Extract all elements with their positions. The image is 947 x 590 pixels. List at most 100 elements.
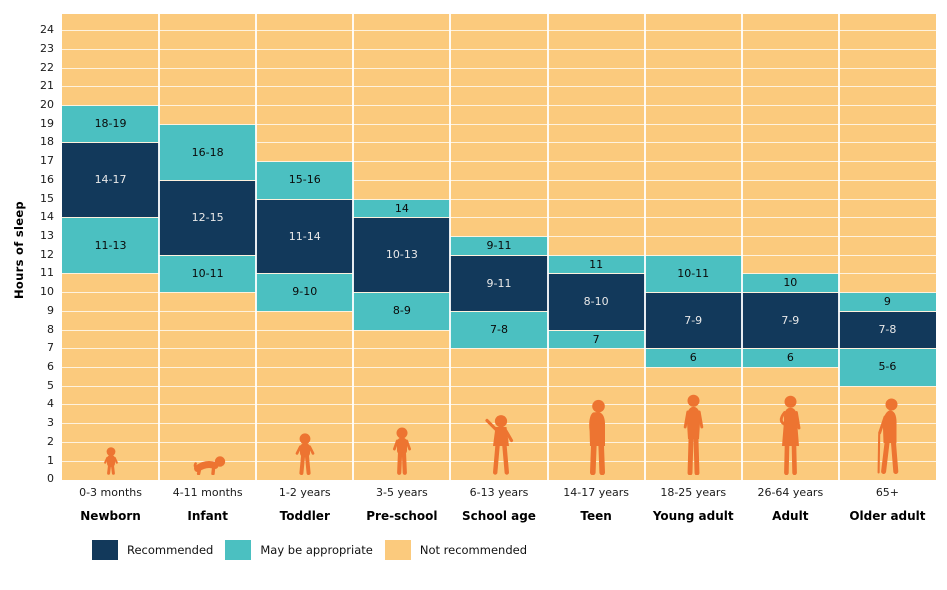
may-be-appropriate-band: 9-10 xyxy=(256,274,354,311)
gridline xyxy=(62,86,936,88)
y-tick-label: 24 xyxy=(40,23,54,37)
y-tick-label: 19 xyxy=(40,116,54,130)
gridline xyxy=(62,142,936,144)
toddler-icon xyxy=(293,433,317,479)
x-tick-age-range: 18-25 years xyxy=(660,486,727,499)
legend-item: May be appropriate xyxy=(225,540,373,560)
may-be-appropriate-band: 6 xyxy=(644,349,742,367)
y-tick-label: 3 xyxy=(47,416,54,430)
may-be-appropriate-band: 16-18 xyxy=(159,124,257,180)
school-age-child-icon xyxy=(482,413,516,479)
recommended-band: 10-13 xyxy=(353,218,451,293)
legend-swatch xyxy=(384,540,411,560)
preschooler-icon xyxy=(390,427,414,479)
gridline xyxy=(62,30,936,32)
y-tick-label: 23 xyxy=(40,41,54,55)
may-be-appropriate-band: 15-16 xyxy=(256,162,354,199)
gridline xyxy=(62,179,936,181)
newborn-baby-icon xyxy=(103,447,119,479)
y-tick-label: 13 xyxy=(40,228,54,242)
x-tick-age-range: 26-64 years xyxy=(757,486,824,499)
x-tick-age-range: 14-17 years xyxy=(563,486,629,499)
column-separator xyxy=(837,14,840,480)
gridline xyxy=(62,404,936,406)
may-be-appropriate-band: 7-8 xyxy=(450,311,548,349)
y-tick-label: 7 xyxy=(47,341,54,355)
may-be-appropriate-band: 9-11 xyxy=(450,236,548,255)
column-separator xyxy=(546,14,549,480)
legend-label: Not recommended xyxy=(419,543,527,557)
gridline xyxy=(62,460,936,462)
y-tick-label: 14 xyxy=(40,210,54,224)
x-tick-age-range: 4-11 months xyxy=(172,486,243,499)
legend-item: Recommended xyxy=(92,540,213,560)
may-be-appropriate-band: 10-11 xyxy=(159,255,257,293)
young-adult-icon xyxy=(678,394,708,479)
gridline xyxy=(62,310,936,312)
y-tick-label: 20 xyxy=(40,97,54,111)
y-tick-label: 5 xyxy=(47,378,54,392)
recommended-band: 11-14 xyxy=(256,199,354,274)
may-be-appropriate-band: 14 xyxy=(353,199,451,218)
y-tick-label: 8 xyxy=(47,322,54,336)
gridline xyxy=(62,123,936,125)
y-tick-label: 15 xyxy=(40,191,54,205)
column-separator xyxy=(255,14,258,480)
y-tick-label: 16 xyxy=(40,172,54,186)
recommended-band: 12-15 xyxy=(159,180,257,255)
y-tick-label: 22 xyxy=(40,60,54,74)
recommended-band: 7-9 xyxy=(741,293,839,349)
gridline xyxy=(62,67,936,69)
y-tick-label: 4 xyxy=(47,397,54,411)
gridline xyxy=(62,104,936,106)
y-tick-label: 21 xyxy=(40,79,54,93)
x-tick-age-range: 0-3 months xyxy=(79,486,142,499)
gridline xyxy=(62,217,936,219)
legend-item: Not recommended xyxy=(384,540,527,560)
x-tick-category: Young adult xyxy=(652,509,734,523)
x-tick-category: Newborn xyxy=(80,509,141,523)
x-tick-category: Adult xyxy=(772,509,809,523)
column-separator xyxy=(158,14,161,480)
recommended-band: 8-10 xyxy=(547,274,645,330)
gridline xyxy=(62,348,936,350)
may-be-appropriate-band: 9 xyxy=(838,293,936,311)
legend: Recommended May be appropriate Not recomme… xyxy=(92,540,527,560)
x-tick-age-range: 6-13 years xyxy=(469,486,529,499)
x-tick-age-range: 1-2 years xyxy=(278,486,331,499)
gridline xyxy=(62,48,936,50)
y-tick-label: 10 xyxy=(40,285,54,299)
x-tick-category: Infant xyxy=(187,509,228,523)
x-tick-age-range: 65+ xyxy=(875,486,900,499)
x-tick-category: School age xyxy=(462,509,536,523)
may-be-appropriate-band: 11 xyxy=(547,255,645,274)
gridline xyxy=(62,161,936,163)
y-tick-label: 17 xyxy=(40,154,54,168)
y-tick-label: 1 xyxy=(47,453,54,467)
may-be-appropriate-band: 6 xyxy=(741,349,839,367)
gridline xyxy=(62,235,936,237)
recommended-band: 14-17 xyxy=(62,143,160,218)
gridline xyxy=(62,254,936,256)
y-tick-label: 18 xyxy=(40,135,54,149)
x-tick-category: Older adult xyxy=(849,509,926,523)
recommended-band: 9-11 xyxy=(450,255,548,311)
gridline xyxy=(62,367,936,368)
x-tick-age-range: 3-5 years xyxy=(376,486,428,499)
recommended-band: 7-9 xyxy=(644,293,742,349)
x-tick-category: Pre-school xyxy=(366,509,438,523)
gridline xyxy=(62,385,936,387)
y-tick-label: 9 xyxy=(47,303,54,317)
column-separator xyxy=(449,14,452,480)
crawling-infant-icon xyxy=(190,455,226,479)
may-be-appropriate-band: 7 xyxy=(547,330,645,349)
may-be-appropriate-band: 5-6 xyxy=(838,349,936,386)
column-separator xyxy=(740,14,743,480)
teen-icon xyxy=(581,399,611,479)
y-tick-label: 12 xyxy=(40,247,54,261)
may-be-appropriate-band: 10-11 xyxy=(644,255,742,293)
y-tick-label: 11 xyxy=(40,266,54,280)
legend-swatch xyxy=(92,540,118,560)
legend-label: May be appropriate xyxy=(260,543,373,557)
